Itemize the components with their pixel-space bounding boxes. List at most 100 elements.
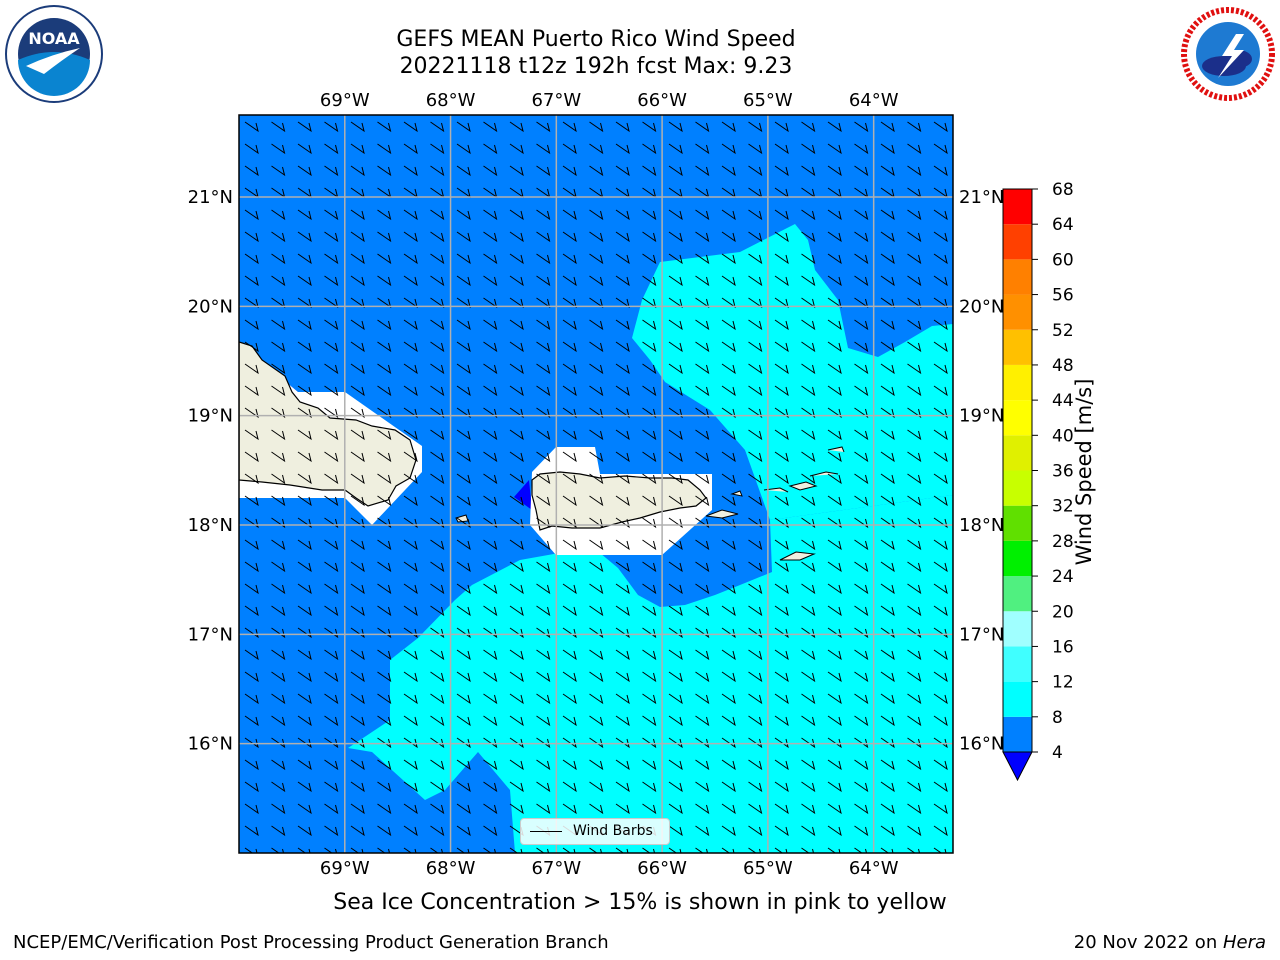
wind-barb	[854, 825, 869, 837]
wind-barb	[801, 429, 816, 441]
wind-barb	[642, 583, 657, 595]
wind-barb	[880, 605, 895, 617]
wind-barb	[695, 473, 710, 485]
colorbar-tick-label: 20	[1052, 602, 1074, 622]
wind-barb	[562, 759, 577, 771]
wind-barb	[483, 451, 498, 463]
wind-barb	[509, 231, 524, 243]
wind-barb	[350, 825, 365, 837]
wind-barb	[377, 715, 392, 727]
wind-barb	[483, 605, 498, 617]
wind-barb	[907, 561, 922, 573]
longitude-labels-top: 69°W 68°W 67°W 66°W 65°W 64°W	[320, 90, 899, 111]
wind-barb	[933, 253, 948, 265]
wind-barb	[589, 143, 604, 155]
wind-barb	[456, 341, 471, 353]
wind-barb	[615, 759, 630, 771]
wind-speed-below-4-patch-pr	[514, 480, 532, 510]
wind-barb	[430, 825, 445, 837]
wind-barb	[377, 737, 392, 749]
wind-barb	[244, 583, 259, 595]
wind-barb	[801, 561, 816, 573]
wind-barb	[377, 165, 392, 177]
wind-barb	[695, 407, 710, 419]
wind-barb	[695, 649, 710, 661]
wind-barb	[695, 539, 710, 551]
wind-barb	[483, 319, 498, 331]
wind-barb	[377, 539, 392, 551]
wind-barb	[774, 319, 789, 331]
wind-barb	[403, 319, 418, 331]
wind-barb	[774, 341, 789, 353]
wind-barb	[774, 781, 789, 793]
wind-barb	[721, 209, 736, 221]
wind-barb	[297, 627, 312, 639]
wind-barb	[854, 231, 869, 243]
wind-barb	[483, 275, 498, 287]
wind-barb	[748, 759, 763, 771]
wind-barb	[483, 561, 498, 573]
wind-barb	[854, 583, 869, 595]
wind-barb	[324, 429, 339, 441]
lon-label-bottom: 64°W	[849, 858, 899, 879]
wind-barb	[907, 627, 922, 639]
wind-barb	[748, 341, 763, 353]
wind-barb	[854, 539, 869, 551]
wind-barb	[589, 407, 604, 419]
wind-barb	[536, 649, 551, 661]
wind-barb	[907, 759, 922, 771]
wind-barb	[456, 429, 471, 441]
wind-barb	[456, 319, 471, 331]
lat-label-right: 20°N	[959, 296, 1004, 317]
wind-barb	[430, 671, 445, 683]
wind-barb	[271, 209, 286, 221]
wind-barb	[668, 517, 683, 529]
wind-barb	[324, 319, 339, 331]
wind-barb	[880, 583, 895, 595]
wind-barb	[907, 253, 922, 265]
wind-barb	[721, 231, 736, 243]
wind-barb	[377, 517, 392, 529]
wind-barb	[854, 121, 869, 133]
wind-barb	[642, 341, 657, 353]
wind-barb	[880, 825, 895, 837]
wind-barb	[668, 319, 683, 331]
colorbar-tick-label: 12	[1052, 673, 1074, 693]
lon-label-bottom: 67°W	[531, 858, 581, 879]
wind-barb	[562, 605, 577, 617]
wind-barb	[907, 319, 922, 331]
wind-barb	[509, 759, 524, 771]
wind-barb	[562, 319, 577, 331]
wind-barb	[483, 847, 497, 853]
legend-wind-barb-line	[530, 831, 562, 832]
wind-barb	[721, 143, 736, 155]
wind-barb	[350, 649, 365, 661]
wind-barb	[880, 385, 895, 397]
wind-barb	[536, 737, 551, 749]
wind-barb	[907, 165, 922, 177]
wind-barb	[827, 385, 842, 397]
wind-barb	[721, 583, 736, 595]
wind-barb	[562, 253, 577, 265]
wind-barb	[377, 605, 392, 617]
wind-barb	[350, 715, 365, 727]
wind-barb	[536, 715, 551, 727]
wind-barb	[880, 649, 895, 661]
wind-barb	[589, 341, 604, 353]
wind-barb	[483, 253, 498, 265]
wind-barb	[695, 429, 710, 441]
wind-barb	[536, 583, 551, 595]
wind-barb	[271, 649, 286, 661]
wind-barb	[854, 341, 869, 353]
wind-barb	[271, 385, 286, 397]
wind-barb	[721, 781, 736, 793]
wind-barb	[350, 847, 364, 853]
wind-barb	[297, 209, 312, 221]
wind-barb	[377, 825, 392, 837]
colorbar-bin	[1003, 224, 1032, 260]
wind-barb	[430, 143, 445, 155]
wind-barb	[271, 561, 286, 573]
wind-barb	[801, 407, 816, 419]
wind-barb	[456, 627, 471, 639]
wind-barb	[907, 231, 922, 243]
